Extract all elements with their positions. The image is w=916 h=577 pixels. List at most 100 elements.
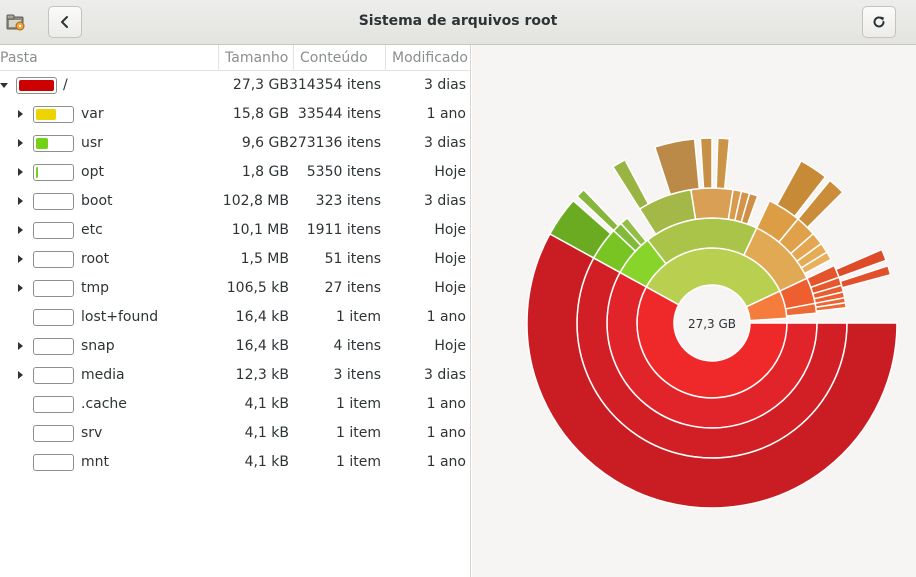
folder-tree-pane[interactable]: Pasta Tamanho Conteúdo Modificado / 27,3 … <box>0 45 471 577</box>
usage-bar <box>33 367 74 384</box>
usage-bar-fill <box>36 109 56 120</box>
expander-right-icon[interactable] <box>14 369 26 381</box>
folder-modified: Hoje <box>434 280 466 296</box>
folder-name: tmp <box>81 280 110 296</box>
sunburst-segment[interactable] <box>699 137 713 190</box>
folder-disk-icon <box>6 14 25 31</box>
folder-name: var <box>81 106 104 122</box>
usage-bar <box>33 251 74 268</box>
expander-right-icon[interactable] <box>14 166 26 178</box>
table-row[interactable]: root 1,5 MB 51 itens Hoje <box>0 245 470 274</box>
expander-right-icon[interactable] <box>14 224 26 236</box>
table-row[interactable]: snap 16,4 kB 4 itens Hoje <box>0 332 470 361</box>
folder-modified: 3 dias <box>423 135 466 151</box>
table-row[interactable]: opt 1,8 GB 5350 itens Hoje <box>0 158 470 187</box>
folder-content: 3 itens <box>333 367 381 383</box>
sunburst-segment[interactable] <box>611 158 650 211</box>
header-bar: Sistema de arquivos root <box>0 0 916 45</box>
folder-modified: 1 ano <box>426 106 466 122</box>
folder-modified: 3 dias <box>423 367 466 383</box>
sunburst-segment[interactable] <box>839 264 892 289</box>
expander-right-icon[interactable] <box>14 137 26 149</box>
column-folder[interactable]: Pasta <box>0 50 38 66</box>
folder-size: 4,1 kB <box>244 425 289 441</box>
usage-bar <box>33 135 74 152</box>
folder-name: mnt <box>81 454 109 470</box>
expander-right-icon[interactable] <box>14 253 26 265</box>
usage-bar <box>33 164 74 181</box>
sunburst-segment[interactable] <box>690 187 734 221</box>
sunburst-segment[interactable] <box>548 199 612 259</box>
folder-name: srv <box>81 425 103 441</box>
sunburst-segment[interactable] <box>653 138 701 196</box>
window-title: Sistema de arquivos root <box>358 13 558 29</box>
folder-size: 1,8 GB <box>241 164 289 180</box>
sunburst-segment[interactable] <box>796 179 844 229</box>
expander-right-icon[interactable] <box>14 108 26 120</box>
usage-bar <box>16 77 57 94</box>
folder-content: 1 item <box>336 425 381 441</box>
column-header: Pasta Tamanho Conteúdo Modificado <box>0 45 470 71</box>
table-row[interactable]: mnt 4,1 kB 1 item 1 ano <box>0 448 470 477</box>
folder-content: 323 itens <box>315 193 381 209</box>
table-row[interactable]: tmp 106,5 kB 27 itens Hoje <box>0 274 470 303</box>
expander-right-icon[interactable] <box>14 195 26 207</box>
usage-bar <box>33 454 74 471</box>
folder-name: lost+found <box>81 309 159 325</box>
sunburst-segment[interactable] <box>740 192 759 226</box>
sunburst-svg: 27,3 GB <box>526 137 898 509</box>
folder-name: usr <box>81 135 103 151</box>
folder-modified: Hoje <box>434 251 466 267</box>
sunburst-segment[interactable] <box>526 232 898 509</box>
sunburst-center-label: 27,3 GB <box>688 317 736 331</box>
sunburst-segment[interactable] <box>777 217 815 255</box>
table-row[interactable]: var 15,8 GB 33544 itens 1 ano <box>0 100 470 129</box>
table-row[interactable]: .cache 4,1 kB 1 item 1 ano <box>0 390 470 419</box>
sunburst-segment[interactable] <box>800 251 833 275</box>
chevron-left-icon <box>61 16 68 28</box>
folder-name: / <box>63 77 68 93</box>
usage-bar <box>33 425 74 442</box>
folder-content: 1 item <box>336 309 381 325</box>
usage-bar-fill <box>19 80 54 91</box>
usage-bar-fill <box>36 167 38 178</box>
folder-modified: Hoje <box>434 222 466 238</box>
sunburst-segment[interactable] <box>776 159 827 218</box>
sunburst-segment[interactable] <box>619 216 648 247</box>
sunburst-segment[interactable] <box>715 137 731 190</box>
usage-bar <box>33 193 74 210</box>
table-row[interactable]: lost+found 16,4 kB 1 item 1 ano <box>0 303 470 332</box>
sunburst-chart[interactable]: 27,3 GB <box>472 45 916 577</box>
folder-size: 4,1 kB <box>244 454 289 470</box>
expander-right-icon[interactable] <box>14 340 26 352</box>
folder-size: 16,4 kB <box>235 309 289 325</box>
folder-size: 9,6 GB <box>241 135 289 151</box>
refresh-button[interactable] <box>862 6 896 38</box>
usage-bar <box>33 338 74 355</box>
column-modified[interactable]: Modificado <box>392 50 468 66</box>
expander-right-icon[interactable] <box>14 282 26 294</box>
usage-bar <box>33 396 74 413</box>
table-row[interactable]: / 27,3 GB 314354 itens 3 dias <box>0 71 470 100</box>
folder-content: 273136 itens <box>288 135 381 151</box>
table-row[interactable]: media 12,3 kB 3 itens 3 dias <box>0 361 470 390</box>
usage-bar <box>33 280 74 297</box>
table-row[interactable]: srv 4,1 kB 1 item 1 ano <box>0 419 470 448</box>
folder-content: 1911 itens <box>306 222 381 238</box>
sunburst-segment[interactable] <box>576 188 620 232</box>
column-content[interactable]: Conteúdo <box>300 50 368 66</box>
back-button[interactable] <box>48 6 82 38</box>
sunburst-segment[interactable] <box>814 301 847 312</box>
table-row[interactable]: boot 102,8 MB 323 itens 3 dias <box>0 187 470 216</box>
folder-size: 4,1 kB <box>244 396 289 412</box>
folder-content: 51 itens <box>324 251 381 267</box>
expander-down-icon[interactable] <box>0 79 10 91</box>
table-row[interactable]: etc 10,1 MB 1911 itens Hoje <box>0 216 470 245</box>
sunburst-segment[interactable] <box>789 232 823 263</box>
folder-size: 106,5 kB <box>226 280 289 296</box>
sunburst-segment[interactable] <box>834 248 888 279</box>
folder-content: 5350 itens <box>306 164 381 180</box>
column-size[interactable]: Tamanho <box>225 50 289 66</box>
folder-name: .cache <box>81 396 127 412</box>
table-row[interactable]: usr 9,6 GB 273136 itens 3 dias <box>0 129 470 158</box>
